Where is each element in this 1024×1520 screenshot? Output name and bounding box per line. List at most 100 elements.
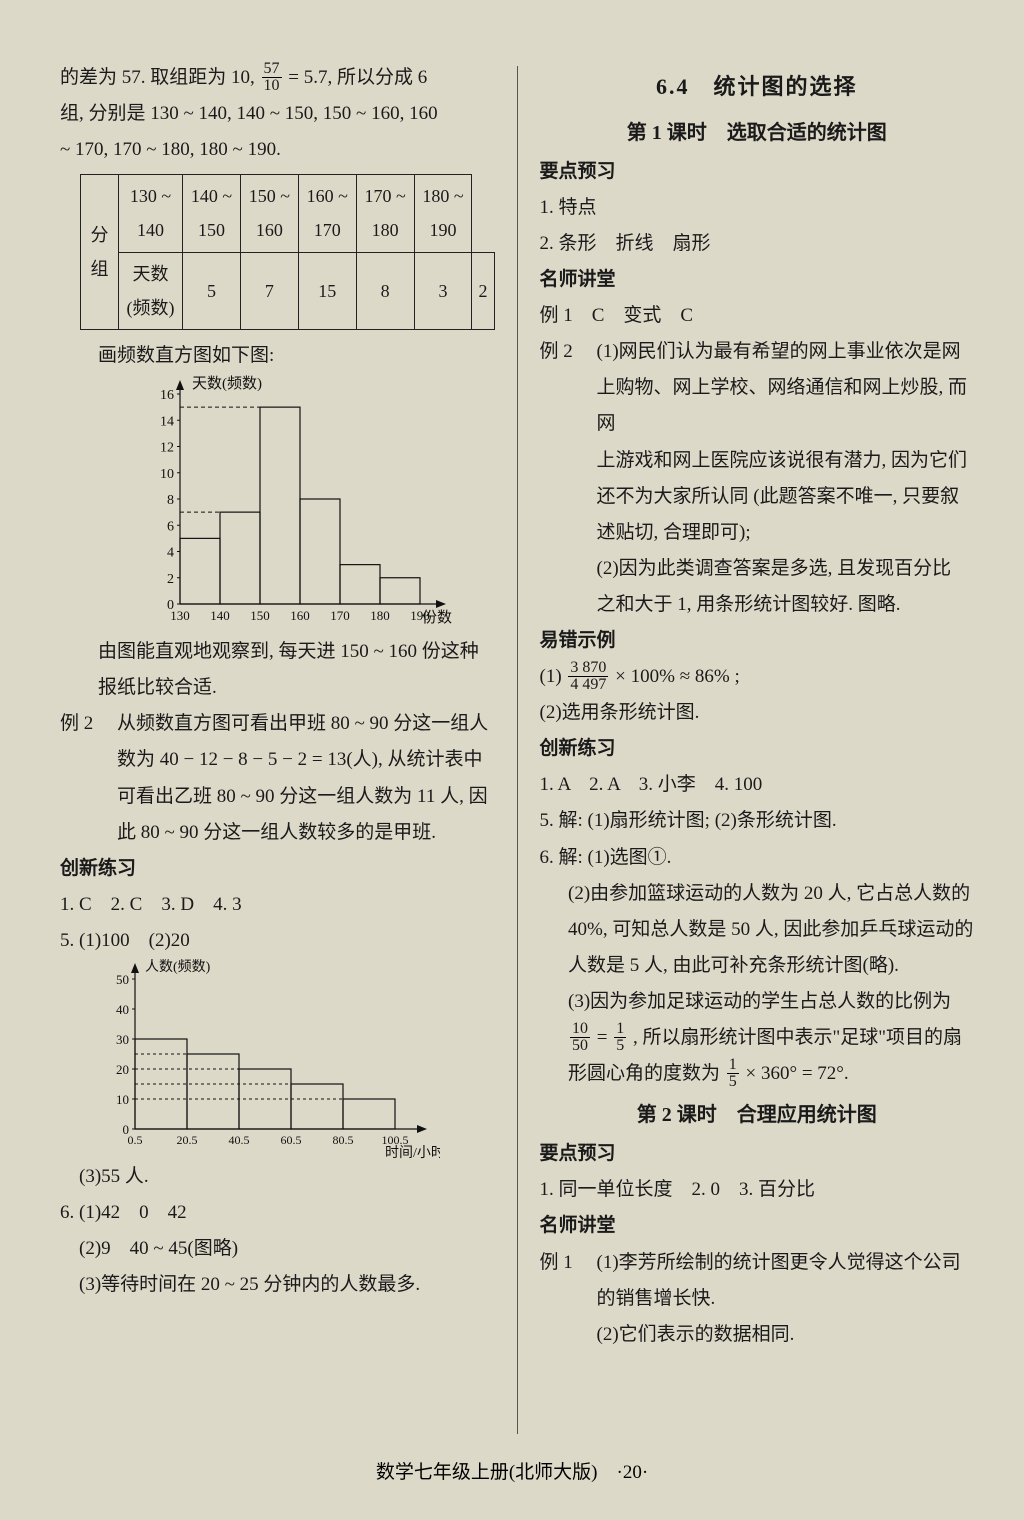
section-heading: 名师讲堂 xyxy=(540,262,975,298)
text: 数为 40 − 12 − 8 − 5 − 2 = 13(人), 从统计表中 xyxy=(60,742,495,778)
text: 6. 解: (1)选图①. xyxy=(540,840,975,876)
section-heading: 要点预习 xyxy=(540,154,975,190)
text: 此 80 ~ 90 分这一组人数较多的是甲班. xyxy=(60,815,495,851)
svg-text:份数: 份数 xyxy=(422,609,452,626)
text: (1)网民们认为最有希望的网上事业依次是网 xyxy=(597,341,961,362)
table-header: 天数 (频数) xyxy=(119,252,183,329)
section-title: 6.4 统计图的选择 xyxy=(540,66,975,108)
numerator: 3 870 xyxy=(568,660,608,677)
section-heading: 要点预习 xyxy=(540,1136,975,1172)
text: (3)55 人. xyxy=(60,1159,495,1195)
text: 例 1 C 变式 C xyxy=(540,298,975,334)
text: 可看出乙班 80 ~ 90 分这一组人数为 11 人, 因 xyxy=(60,779,495,815)
numerator: 1 xyxy=(727,1057,739,1074)
numerator: 1 xyxy=(614,1021,626,1038)
svg-text:14: 14 xyxy=(160,414,174,429)
section-heading: 名师讲堂 xyxy=(540,1208,975,1244)
text: (3)等待时间在 20 ~ 25 分钟内的人数最多. xyxy=(60,1267,495,1303)
text: (2)由参加篮球运动的人数为 20 人, 它占总人数的 xyxy=(540,876,975,912)
svg-text:150: 150 xyxy=(250,608,270,623)
table-cell: 8 xyxy=(356,252,414,329)
lesson-title: 第 2 课时 合理应用统计图 xyxy=(540,1096,975,1134)
svg-text:60.5: 60.5 xyxy=(281,1133,302,1147)
table-cell: 170 ~ 180 xyxy=(356,175,414,252)
text: 报纸比较合适. xyxy=(60,670,495,706)
text: 人数是 5 人, 由此可补充条形统计图(略). xyxy=(540,948,975,984)
example-label: 例 2 (1)网民们认为最有希望的网上事业依次是网 xyxy=(540,334,975,370)
svg-text:80.5: 80.5 xyxy=(333,1133,354,1147)
page-footer: 数学七年级上册(北师大版) ·20· xyxy=(0,1457,1024,1484)
svg-text:140: 140 xyxy=(210,608,230,623)
text: 例 1 xyxy=(540,1252,573,1273)
table-cell: 2 xyxy=(472,252,494,329)
section-heading: 创新练习 xyxy=(60,851,495,887)
table-cell: 160 ~ 170 xyxy=(298,175,356,252)
text: 1. C 2. C 3. D 4. 3 xyxy=(60,887,495,923)
text: 5. 解: (1)扇形统计图; (2)条形统计图. xyxy=(540,803,975,839)
table-cell: 140 ~ 150 xyxy=(183,175,241,252)
svg-text:16: 16 xyxy=(160,388,174,403)
table-header: 分组 xyxy=(81,175,119,330)
text: 之和大于 1, 用条形统计图较好. 图略. xyxy=(540,587,975,623)
text: = 5.7, 所以分成 6 xyxy=(288,67,427,88)
svg-text:40: 40 xyxy=(116,1002,129,1017)
histogram-chart: 0246810121416130140150160170180190天数(频数)… xyxy=(130,374,460,634)
text: 述贴切, 合理即可); xyxy=(540,515,975,551)
text: 例 2 xyxy=(540,341,573,362)
svg-text:8: 8 xyxy=(167,493,174,508)
svg-text:6: 6 xyxy=(167,519,174,534)
denominator: 4 497 xyxy=(568,677,608,693)
table-cell: 7 xyxy=(240,252,298,329)
text: 的差为 57. 取组距为 10, xyxy=(60,67,255,88)
text: 5. (1)100 (2)20 xyxy=(60,923,495,959)
text: (2)选用条形统计图. xyxy=(540,695,975,731)
numerator: 57 xyxy=(262,61,282,78)
denominator: 50 xyxy=(570,1038,590,1054)
svg-text:180: 180 xyxy=(370,608,390,623)
svg-text:20.5: 20.5 xyxy=(177,1133,198,1147)
text: 画频数直方图如下图: xyxy=(60,338,495,374)
text: × 100% ≈ 86% ; xyxy=(615,666,740,687)
lesson-title: 第 1 课时 选取合适的统计图 xyxy=(540,114,975,152)
fraction: 57 10 xyxy=(262,61,282,94)
svg-text:50: 50 xyxy=(116,972,129,987)
svg-text:130: 130 xyxy=(170,608,190,623)
example-label: 例 1 (1)李芳所绘制的统计图更令人觉得这个公司 xyxy=(540,1245,975,1281)
left-column: 的差为 57. 取组距为 10, 57 10 = 5.7, 所以分成 6 组, … xyxy=(60,60,517,1440)
text: 例 2 xyxy=(60,713,93,734)
svg-text:12: 12 xyxy=(160,441,174,456)
svg-text:天数(频数): 天数(频数) xyxy=(192,375,262,392)
table-cell: 130 ~ 140 xyxy=(119,175,183,252)
text: 形圆心角的度数为 xyxy=(568,1063,720,1084)
svg-text:0.5: 0.5 xyxy=(128,1133,143,1147)
fraction: 10 50 xyxy=(570,1021,590,1054)
table-cell: 5 xyxy=(183,252,241,329)
svg-text:100.5: 100.5 xyxy=(382,1133,409,1147)
table-cell: 150 ~ 160 xyxy=(240,175,298,252)
text: (1) 3 870 4 497 × 100% ≈ 86% ; xyxy=(540,659,975,695)
text: 的销售增长快. xyxy=(540,1281,975,1317)
denominator: 5 xyxy=(614,1038,626,1054)
svg-text:30: 30 xyxy=(116,1032,129,1047)
frequency-table: 分组 130 ~ 140 140 ~ 150 150 ~ 160 160 ~ 1… xyxy=(80,174,495,330)
text: 1. A 2. A 3. 小李 4. 100 xyxy=(540,767,975,803)
text: 从频数直方图可看出甲班 80 ~ 90 分这一组人 xyxy=(117,713,488,734)
text: 组, 分别是 130 ~ 140, 140 ~ 150, 150 ~ 160, … xyxy=(60,96,495,132)
text: (2)它们表示的数据相同. xyxy=(540,1317,975,1353)
text: ~ 170, 170 ~ 180, 180 ~ 190. xyxy=(60,132,495,168)
denominator: 10 xyxy=(262,78,282,94)
table-cell: 15 xyxy=(298,252,356,329)
text: × 360° = 72°. xyxy=(746,1063,849,1084)
text: 还不为大家所认同 (此题答案不唯一, 只要叙 xyxy=(540,479,975,515)
numerator: 10 xyxy=(570,1021,590,1038)
example-label: 例 2 从频数直方图可看出甲班 80 ~ 90 分这一组人 xyxy=(60,706,495,742)
text: (2)因为此类调查答案是多选, 且发现百分比 xyxy=(540,551,975,587)
text: = xyxy=(597,1027,612,1048)
svg-text:时间/小时: 时间/小时 xyxy=(385,1145,440,1159)
table-cell: 3 xyxy=(414,252,472,329)
table-cell: 180 ~ 190 xyxy=(414,175,472,252)
text: (1)李芳所绘制的统计图更令人觉得这个公司 xyxy=(597,1252,961,1273)
svg-text:40.5: 40.5 xyxy=(229,1133,250,1147)
histogram-chart: 010203040500.520.540.560.580.5100.5人数(频数… xyxy=(90,959,440,1159)
text: 6. (1)42 0 42 xyxy=(60,1195,495,1231)
